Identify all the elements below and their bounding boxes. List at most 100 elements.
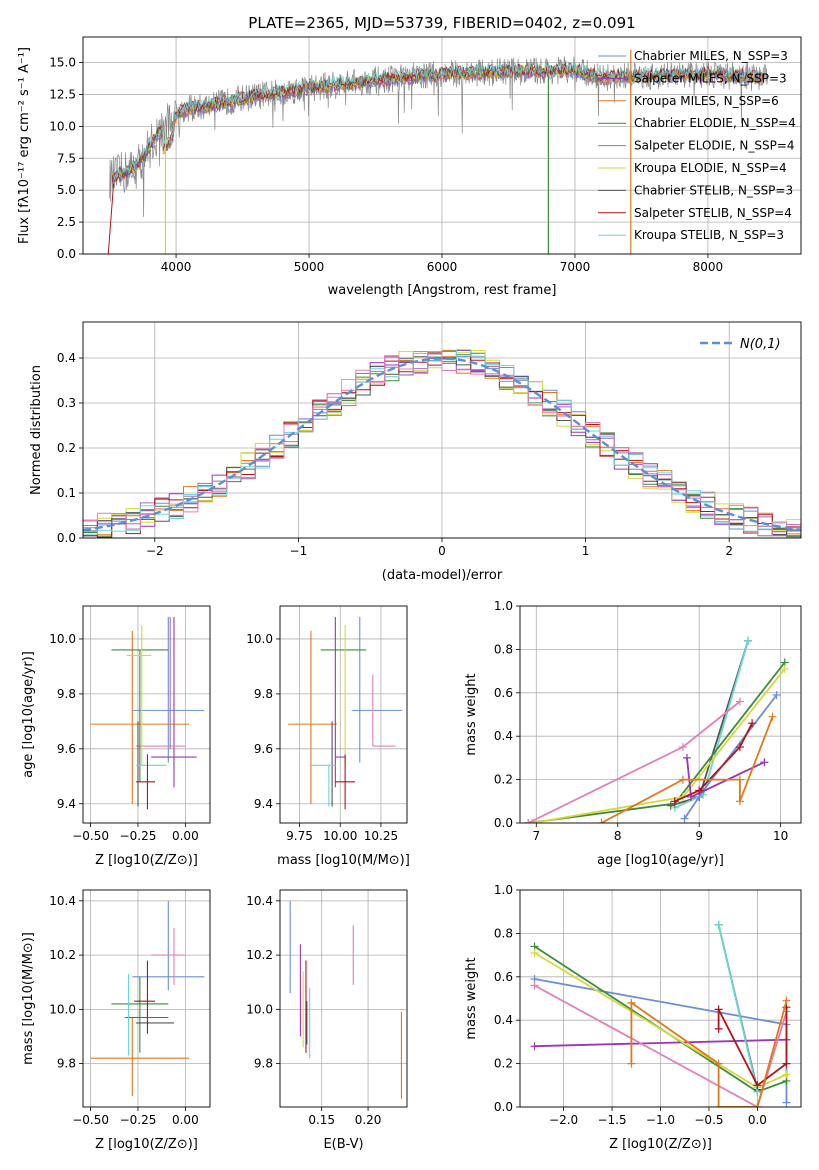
- data-marker: [780, 664, 789, 673]
- y-tick-label: 9.8: [254, 687, 273, 701]
- x-tick-label: −1: [290, 544, 308, 558]
- x-axis-label: Z [log10(Z/Z⊙)]: [95, 853, 198, 868]
- y-tick-label: 10.4: [246, 894, 273, 908]
- residuals-plot-area: [83, 349, 801, 538]
- y-tick-label: 0.2: [494, 773, 513, 787]
- y-tick-label: 0.0: [57, 531, 76, 545]
- series-line: [532, 668, 786, 823]
- y-tick-label: 15.0: [49, 56, 76, 70]
- data-marker: [735, 797, 744, 806]
- x-tick-label: 5000: [294, 260, 325, 274]
- x-tick-label: 0.00: [172, 829, 199, 843]
- y-tick-label: 0.1: [57, 486, 76, 500]
- normal-curve: [83, 357, 801, 532]
- y-tick-label: 9.8: [254, 1057, 273, 1071]
- y-tick-label: 10.2: [49, 948, 76, 962]
- data-marker: [695, 786, 704, 795]
- residuals-frame: [82, 321, 802, 539]
- y-tick-label: 10.0: [49, 632, 76, 646]
- legend-label: Chabrier MILES, N_SSP=3: [634, 49, 788, 63]
- spectrum-frame: [82, 36, 802, 255]
- data-marker: [753, 1081, 762, 1090]
- massweight_vs_age-grid: [516, 605, 801, 827]
- x-tick-label: −2.0: [549, 1113, 578, 1127]
- y-tick-label: 0.4: [494, 729, 513, 743]
- y-tick-label: 0.0: [57, 247, 76, 261]
- age_vs_mass-grid: [276, 606, 407, 827]
- y-tick-label: 10.0: [246, 1002, 273, 1016]
- age_vs_Z-frame: [82, 605, 211, 824]
- massweight_vs_age-frame: [519, 605, 802, 824]
- x-tick-label: −0.25: [120, 1113, 157, 1127]
- data-marker: [627, 1059, 636, 1068]
- y-tick-label: 0.2: [57, 441, 76, 455]
- y-axis-label: age [log10(age/yr)]: [21, 651, 36, 778]
- massweight_vs_Z-frame: [519, 889, 802, 1108]
- x-axis-label: wavelength [Angstrom, rest frame]: [328, 283, 557, 298]
- x-axis-label: E(B-V): [323, 1137, 363, 1152]
- y-tick-label: 0.4: [494, 1013, 513, 1027]
- x-axis-label: (data-model)/error: [382, 568, 503, 583]
- data-marker: [530, 1042, 539, 1051]
- y-axis-label: Flux [fλ10⁻¹⁷ erg cm⁻² s⁻¹ A⁻¹]: [17, 47, 32, 244]
- mass_vs_Z-frame: [82, 889, 211, 1108]
- massweight_vs_Z-plot-area: [530, 920, 791, 1107]
- y-tick-label: 0.0: [494, 816, 513, 830]
- massweight_vs_age-plot-area: [524, 636, 789, 823]
- x-tick-label: 2: [725, 544, 733, 558]
- x-tick-label: 0: [438, 544, 446, 558]
- data-marker: [714, 1024, 723, 1033]
- data-marker: [597, 819, 606, 823]
- x-tick-label: 10.00: [323, 829, 357, 843]
- y-tick-label: 0.8: [494, 642, 513, 656]
- y-tick-label: 0.6: [494, 970, 513, 984]
- spike-line: [107, 183, 115, 254]
- age_vs_Z-grid: [79, 606, 210, 827]
- data-marker: [760, 758, 769, 767]
- x-tick-label: −0.50: [72, 1113, 109, 1127]
- x-tick-label: 0.0: [748, 1113, 767, 1127]
- y-tick-label: 12.5: [49, 87, 76, 101]
- y-tick-label: 10.0: [49, 1002, 76, 1016]
- data-marker: [678, 775, 687, 784]
- x-tick-label: 7000: [560, 260, 591, 274]
- x-tick-label: −0.25: [120, 829, 157, 843]
- x-tick-label: −1.5: [597, 1113, 626, 1127]
- data-marker: [680, 814, 689, 823]
- series-line: [630, 1000, 788, 1107]
- x-axis-label: age [log10(age/yr)]: [597, 853, 724, 868]
- data-marker: [768, 712, 777, 721]
- series-line: [674, 722, 753, 803]
- y-tick-label: 10.0: [49, 119, 76, 133]
- legend-label: Kroupa ELODIE, N_SSP=4: [634, 161, 787, 175]
- data-marker: [735, 697, 744, 706]
- y-tick-label: 10.4: [49, 894, 76, 908]
- series-line: [534, 1038, 787, 1048]
- y-tick-label: 9.8: [57, 687, 76, 701]
- y-axis-label: mass weight: [464, 673, 479, 755]
- x-axis-label: mass [log10(M/M⊙)]: [277, 853, 410, 868]
- y-tick-label: 0.0: [494, 1100, 513, 1114]
- y-tick-label: 0.8: [494, 926, 513, 940]
- x-tick-label: 7: [532, 829, 540, 843]
- data-marker: [530, 981, 539, 990]
- x-tick-label: 9: [695, 829, 703, 843]
- age_vs_Z-plot-area: [90, 616, 205, 810]
- y-tick-label: 9.8: [57, 1057, 76, 1071]
- y-tick-label: 10.2: [246, 948, 273, 962]
- y-tick-label: 9.4: [254, 797, 273, 811]
- data-marker: [714, 920, 723, 929]
- data-marker: [627, 998, 636, 1007]
- data-marker: [714, 1059, 723, 1068]
- x-tick-label: −0.5: [694, 1113, 723, 1127]
- y-tick-label: 1.0: [494, 599, 513, 613]
- y-tick-label: 0.4: [57, 351, 76, 365]
- y-tick-label: 0.3: [57, 396, 76, 410]
- mass_vs_ebv-plot-area: [289, 900, 402, 1099]
- x-tick-label: 0.20: [355, 1113, 382, 1127]
- data-marker: [678, 743, 687, 752]
- mass_vs_ebv-grid: [276, 890, 407, 1111]
- legend-label: Kroupa STELIB, N_SSP=3: [634, 228, 784, 242]
- legend-label: N(0,1): [740, 337, 781, 352]
- mass_vs_Z-grid: [79, 890, 210, 1111]
